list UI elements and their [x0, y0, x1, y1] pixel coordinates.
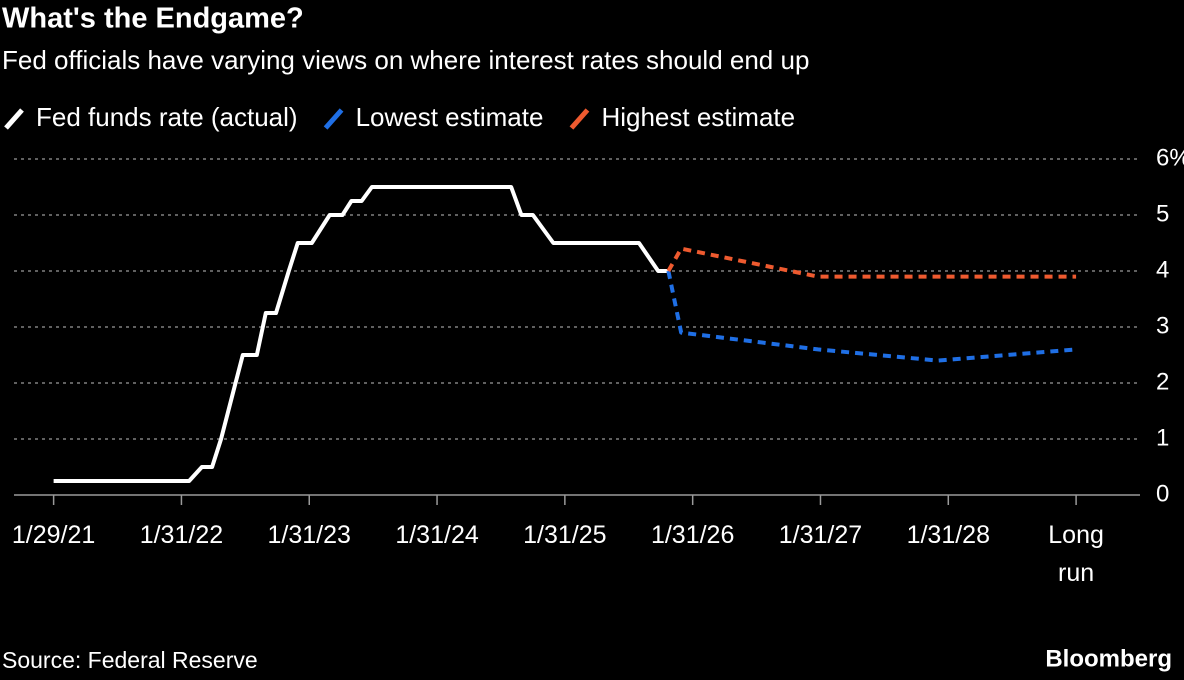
series-line	[666, 246, 1077, 279]
x-tick-label: 1/31/26	[650, 521, 735, 549]
y-tick-label: 6%	[1156, 144, 1184, 171]
legend-swatch	[569, 108, 590, 130]
x-tick-label: 1/31/27	[778, 521, 863, 549]
y-tick-label: 1	[1156, 424, 1169, 451]
y-tick-label: 0	[1156, 480, 1169, 507]
x-tick-label: 1/31/28	[906, 521, 990, 549]
y-tick-label: 2	[1156, 368, 1169, 395]
series-line	[53, 185, 669, 483]
legend-label: Fed funds rate (actual)	[36, 102, 298, 132]
x-tick-label: Long run	[1048, 521, 1104, 587]
x-tick-label: 1/31/23	[267, 521, 351, 549]
legend-swatch	[4, 108, 24, 130]
y-tick-label: 4	[1156, 256, 1169, 283]
brand: Bloomberg	[1045, 645, 1172, 672]
x-tick-label: 1/31/24	[395, 521, 479, 549]
y-tick-label: 3	[1156, 312, 1169, 339]
source: Source: Federal Reserve	[2, 647, 258, 673]
legend-label: Lowest estimate	[356, 102, 544, 132]
chart-subtitle: Fed officials have varying views on wher…	[2, 45, 809, 75]
x-tick-label: 1/31/25	[523, 521, 607, 549]
x-tick-label: 1/29/21	[11, 521, 96, 549]
chart-title: What's the Endgame?	[2, 3, 304, 35]
series-line	[666, 270, 1077, 363]
x-tick-label: 1/31/22	[139, 521, 224, 549]
y-tick-label: 5	[1156, 200, 1169, 227]
legend-swatch	[323, 108, 344, 130]
legend-label: Highest estimate	[601, 102, 795, 132]
